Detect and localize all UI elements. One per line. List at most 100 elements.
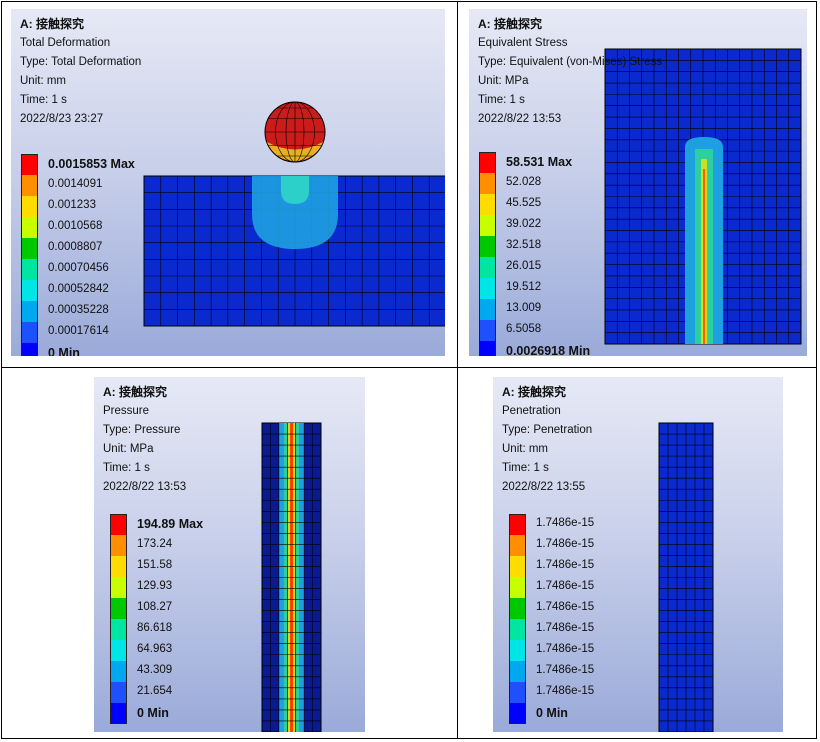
legend-swatch xyxy=(479,257,496,278)
result-name: Equivalent Stress xyxy=(478,37,568,49)
legend-label: 0.0026918 Min xyxy=(506,344,591,356)
legend-label: 0.0015853 Max xyxy=(48,157,135,171)
panel-total-deformation: A: 接触探究 Total Deformation Type: Total De… xyxy=(11,9,445,356)
legend-swatch xyxy=(110,598,127,619)
legend-label: 1.7486e-15 xyxy=(536,517,595,529)
result-info: A: 接触探究 Penetration Type: Penetration Un… xyxy=(502,383,592,497)
legend-label: 0.0014091 xyxy=(48,178,103,190)
legend-swatch xyxy=(110,661,127,682)
legend-label: 0.0010568 xyxy=(48,220,103,232)
legend-swatch xyxy=(110,535,127,556)
legend-label: 0 Min xyxy=(137,706,169,720)
result-type: Type: Pressure xyxy=(103,424,181,436)
result-time: Time: 1 s xyxy=(20,94,67,106)
legend-label: 1.7486e-15 xyxy=(536,580,595,592)
legend-swatch xyxy=(21,343,38,356)
legend-label: 0.00052842 xyxy=(48,283,109,295)
legend-label: 1.7486e-15 xyxy=(536,622,595,634)
legend-label: 1.7486e-15 xyxy=(536,664,595,676)
result-info: A: 接触探究 Equivalent Stress Type: Equivale… xyxy=(478,15,662,129)
panel-penetration: A: 接触探究 Penetration Type: Penetration Un… xyxy=(493,377,783,732)
legend-swatch xyxy=(110,577,127,598)
legend-swatch xyxy=(21,238,38,259)
legend-swatch xyxy=(509,514,526,535)
result-time: Time: 1 s xyxy=(478,94,525,106)
legend-label: 0 Min xyxy=(48,346,80,356)
legend-swatch xyxy=(509,703,526,724)
result-date: 2022/8/22 13:53 xyxy=(103,481,187,493)
legend-label: 58.531 Max xyxy=(506,155,573,169)
legend-label: 0.00070456 xyxy=(48,262,109,274)
table-divider-vertical xyxy=(457,1,458,739)
legend-label: 194.89 Max xyxy=(137,517,204,531)
legend-label: 0.001233 xyxy=(48,199,96,211)
legend-label: 43.309 xyxy=(137,664,173,676)
legend-label: 0.00035228 xyxy=(48,304,109,316)
legend-swatch xyxy=(110,556,127,577)
legend-swatch xyxy=(509,640,526,661)
legend-label: 13.009 xyxy=(506,302,542,314)
legend-swatch xyxy=(21,259,38,280)
result-name: Pressure xyxy=(103,405,150,417)
deformation-model xyxy=(143,101,445,327)
legend-swatch xyxy=(479,194,496,215)
result-info: A: 接触探究 Pressure Type: Pressure Unit: MP… xyxy=(103,383,186,497)
legend-swatch xyxy=(21,217,38,238)
legend-swatch xyxy=(479,215,496,236)
analysis-title: A: 接触探究 xyxy=(103,385,167,399)
legend-swatch xyxy=(21,280,38,301)
result-unit: Unit: mm xyxy=(20,75,66,87)
legend-swatch xyxy=(479,173,496,194)
legend-swatch xyxy=(479,320,496,341)
legend-swatch xyxy=(509,619,526,640)
legend-label: 45.525 xyxy=(506,197,542,209)
result-type: Type: Total Deformation xyxy=(20,56,142,68)
result-date: 2022/8/22 13:55 xyxy=(502,481,586,493)
result-unit: Unit: MPa xyxy=(103,443,154,455)
stress-model xyxy=(604,48,802,345)
legend-label: 1.7486e-15 xyxy=(536,601,595,613)
legend-label: 19.512 xyxy=(506,281,542,293)
result-time: Time: 1 s xyxy=(103,462,150,474)
legend-label: 1.7486e-15 xyxy=(536,685,595,697)
legend-label: 1.7486e-15 xyxy=(536,559,595,571)
analysis-title: A: 接触探究 xyxy=(20,17,84,31)
legend-swatch xyxy=(479,278,496,299)
result-date: 2022/8/23 23:27 xyxy=(20,113,104,125)
legend-swatch xyxy=(110,640,127,661)
legend-label: 1.7486e-15 xyxy=(536,643,595,655)
legend-swatch xyxy=(509,577,526,598)
result-type: Type: Equivalent (von-Mises) Stress xyxy=(478,56,663,68)
legend-label: 39.022 xyxy=(506,218,542,230)
legend-swatch xyxy=(509,535,526,556)
legend-swatch xyxy=(479,152,496,173)
analysis-title: A: 接触探究 xyxy=(478,17,542,31)
legend-swatch xyxy=(21,175,38,196)
legend-label: 86.618 xyxy=(137,622,173,634)
result-time: Time: 1 s xyxy=(502,462,549,474)
panel-equivalent-stress: A: 接触探究 Equivalent Stress Type: Equivale… xyxy=(469,9,807,356)
legend-label: 173.24 xyxy=(137,538,173,550)
legend-swatch xyxy=(110,514,127,535)
legend-label: 32.518 xyxy=(506,239,542,251)
legend-swatch xyxy=(21,301,38,322)
legend-swatch xyxy=(110,682,127,703)
result-name: Penetration xyxy=(502,405,561,417)
legend-label: 64.963 xyxy=(137,643,173,655)
result-unit: Unit: MPa xyxy=(478,75,529,87)
legend-label: 0.0008807 xyxy=(48,241,103,253)
table-divider-horizontal xyxy=(1,367,817,368)
legend-swatch xyxy=(509,598,526,619)
legend-swatch xyxy=(110,703,127,724)
legend-label: 6.5058 xyxy=(506,323,542,335)
result-type: Type: Penetration xyxy=(502,424,593,436)
legend-label: 0 Min xyxy=(536,706,568,720)
legend-swatch xyxy=(509,661,526,682)
legend-swatch xyxy=(479,236,496,257)
legend-swatch xyxy=(21,154,38,175)
legend-swatch xyxy=(110,619,127,640)
result-info: A: 接触探究 Total Deformation Type: Total De… xyxy=(20,15,141,129)
legend-label: 108.27 xyxy=(137,601,173,613)
legend-swatch xyxy=(21,322,38,343)
